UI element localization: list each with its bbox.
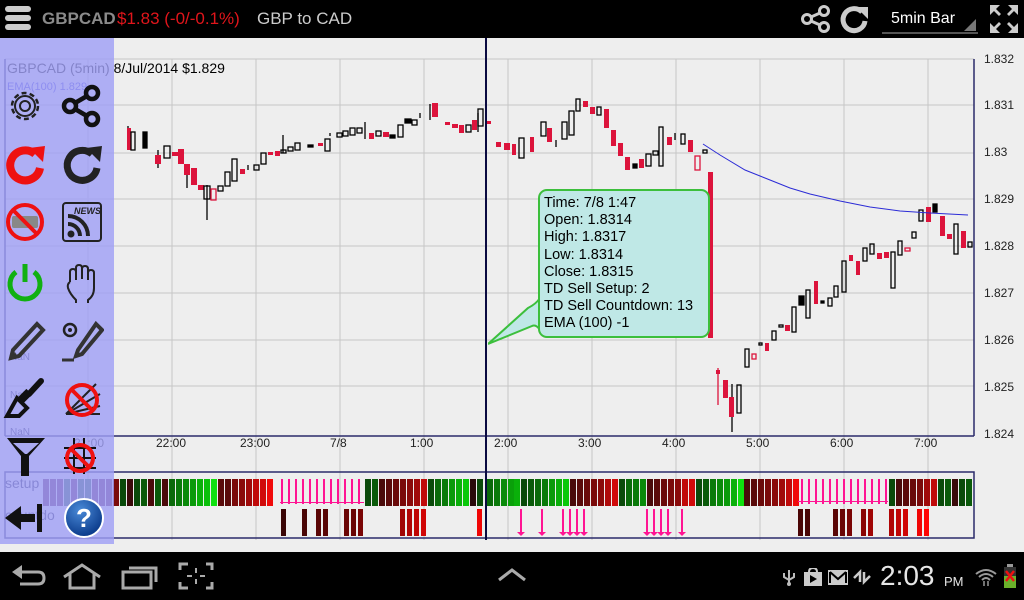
share-icon[interactable]: [800, 5, 832, 33]
hand-pan-icon[interactable]: [60, 260, 104, 304]
tooltip-high: High: 1.8317: [544, 229, 627, 246]
interval-dropdown[interactable]: 5min Bar: [882, 4, 978, 34]
x-tick: 3:00: [578, 436, 602, 450]
x-tick: 23:00: [240, 436, 271, 450]
y-tick: 1.831: [984, 98, 1015, 112]
sync-icon: [853, 568, 871, 586]
filter-icon[interactable]: [3, 434, 47, 478]
tooltip-low: Low: 1.8314: [544, 246, 624, 263]
home-icon[interactable]: [62, 562, 102, 590]
y-tick: 1.825: [984, 380, 1015, 394]
no-grid-icon[interactable]: [60, 434, 104, 478]
brush-icon[interactable]: [3, 376, 47, 420]
tooltip-time: Time: 7/8 1:47: [544, 195, 637, 211]
back-icon[interactable]: [8, 562, 48, 590]
x-tick: 1:00: [410, 436, 434, 450]
x-tick: 7/8: [330, 436, 347, 450]
chevron-up-icon[interactable]: [496, 566, 528, 582]
screenshot-icon[interactable]: [178, 562, 218, 590]
tool-panel: NEWS: [0, 38, 114, 544]
play-store-icon: [804, 568, 822, 586]
interval-value: 5min Bar: [891, 10, 956, 27]
price-change: $1.83 (-0/-0.1%): [117, 9, 240, 28]
symbol-description: GBP to CAD: [257, 9, 353, 28]
tooltip-pointer: [488, 297, 541, 345]
battery-icon: [1004, 564, 1016, 588]
x-tick: 2:00: [494, 436, 518, 450]
svg-text:NEWS: NEWS: [74, 206, 101, 216]
y-tick: 1.827: [984, 286, 1015, 300]
tooltip-td-setup: TD Sell Setup: 2: [544, 281, 650, 298]
dropdown-triangle-icon: [964, 19, 976, 31]
tooltip-open: Open: 1.8314: [544, 212, 632, 229]
bar-info-tooltip: Time: 7/8 1:47 Open: 1.8314 High: 1.8317…: [538, 189, 710, 338]
status-clock: 2:03: [880, 560, 935, 591]
y-tick: 1.832: [984, 52, 1015, 66]
x-tick: 6:00: [830, 436, 854, 450]
pencil-settings-icon[interactable]: [60, 318, 104, 362]
settings-icon[interactable]: [3, 84, 47, 128]
menu-icon[interactable]: [5, 6, 31, 32]
top-action-bar: GBPCAD $1.83 (-0/-0.1%) GBP to CAD 5min …: [0, 0, 1024, 38]
no-ads-icon[interactable]: [3, 200, 47, 244]
tooltip-close: Close: 1.8315: [544, 263, 634, 280]
back-arrow-icon[interactable]: [3, 496, 47, 540]
tooltip-ema: EMA (100) -1: [544, 315, 630, 332]
pencil-icon[interactable]: [3, 318, 47, 362]
y-tick: 1.828: [984, 239, 1015, 253]
system-navigation-bar: 2:03 PM: [0, 552, 1024, 600]
svg-text:?: ?: [76, 503, 92, 533]
y-tick: 1.824: [984, 427, 1015, 441]
power-icon[interactable]: [3, 260, 47, 304]
help-icon[interactable]: ?: [62, 496, 106, 540]
news-rss-icon[interactable]: NEWS: [60, 200, 104, 244]
usb-icon: [783, 570, 795, 586]
y-tick: 1.83: [984, 145, 1008, 159]
fullscreen-icon[interactable]: [988, 3, 1020, 35]
x-tick: 4:00: [662, 436, 686, 450]
status-ampm: PM: [944, 574, 964, 589]
x-tick: 7:00: [914, 436, 938, 450]
symbol-label: GBPCAD: [42, 9, 116, 28]
refresh-red-icon[interactable]: [3, 142, 47, 186]
refresh-icon[interactable]: [60, 142, 104, 186]
no-fib-fan-icon[interactable]: [60, 376, 104, 420]
share-icon[interactable]: [60, 84, 104, 128]
y-tick: 1.826: [984, 333, 1015, 347]
tooltip-td-countdown: TD Sell Countdown: 13: [544, 298, 694, 315]
recent-apps-icon[interactable]: [120, 562, 160, 590]
refresh-icon[interactable]: [838, 3, 870, 35]
gmail-icon: [828, 570, 848, 585]
wifi-icon: [975, 569, 997, 586]
x-tick: 5:00: [746, 436, 770, 450]
y-tick: 1.829: [984, 192, 1015, 206]
x-tick: 22:00: [156, 436, 187, 450]
